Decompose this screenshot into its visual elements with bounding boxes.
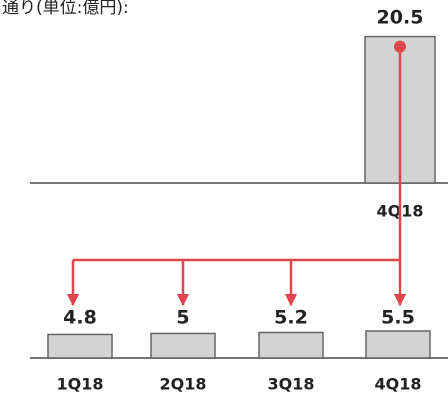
bar — [258, 331, 324, 359]
bar — [365, 330, 431, 359]
chart-title: 通り(単位:億円): — [2, 0, 129, 18]
value-label: 5.2 — [274, 307, 308, 329]
value-label: 5 — [176, 307, 189, 329]
connector-dot — [394, 40, 406, 53]
category-label: 3Q18 — [268, 375, 315, 394]
category-label: 4Q18 — [375, 375, 422, 394]
category-label: 2Q18 — [160, 375, 207, 394]
bar — [150, 332, 216, 359]
bar — [47, 333, 113, 359]
value-label: 20.5 — [377, 7, 424, 29]
value-label: 4.8 — [63, 307, 97, 329]
value-label: 5.5 — [381, 307, 415, 329]
category-label: 1Q18 — [57, 375, 104, 394]
